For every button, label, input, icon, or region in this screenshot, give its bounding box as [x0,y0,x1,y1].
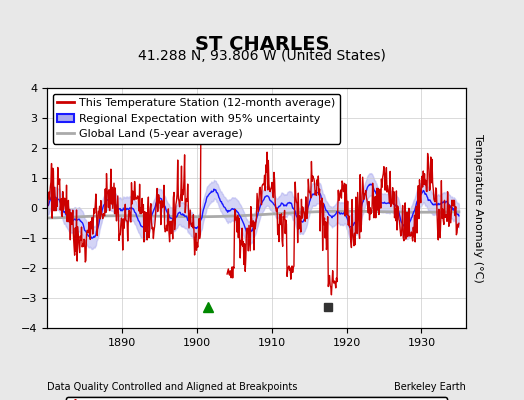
Y-axis label: Temperature Anomaly (°C): Temperature Anomaly (°C) [473,134,483,282]
Text: Data Quality Controlled and Aligned at Breakpoints: Data Quality Controlled and Aligned at B… [47,382,298,392]
Text: Berkeley Earth: Berkeley Earth [395,382,466,392]
Text: 41.288 N, 93.806 W (United States): 41.288 N, 93.806 W (United States) [138,49,386,63]
Text: ST CHARLES: ST CHARLES [195,35,329,54]
Legend: Station Move, Record Gap, Time of Obs. Change, Empirical Break: Station Move, Record Gap, Time of Obs. C… [67,396,447,400]
